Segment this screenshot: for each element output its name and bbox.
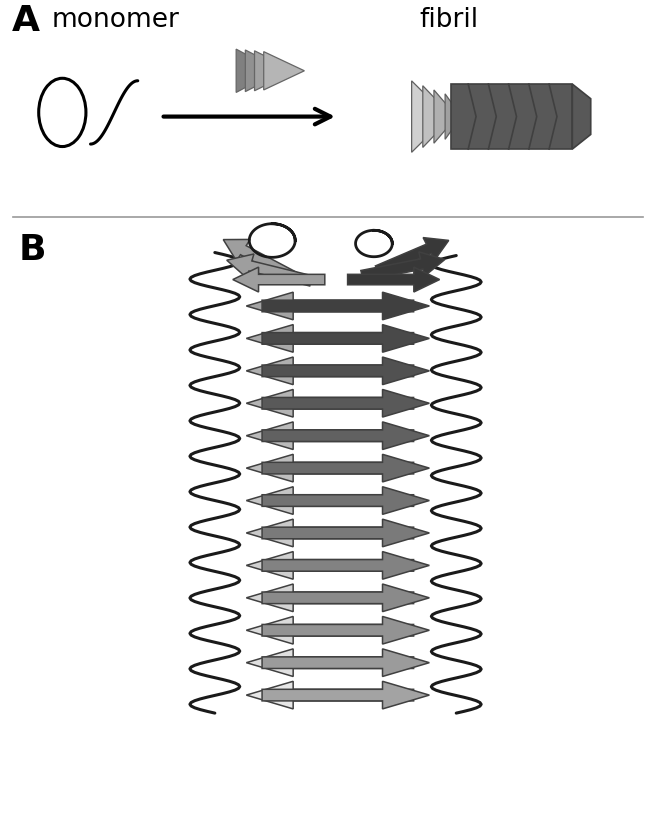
Polygon shape: [247, 422, 414, 449]
Polygon shape: [247, 617, 414, 644]
Polygon shape: [247, 519, 414, 547]
Polygon shape: [233, 267, 325, 292]
Polygon shape: [262, 584, 430, 612]
Polygon shape: [262, 617, 430, 644]
Polygon shape: [264, 51, 304, 90]
Polygon shape: [255, 51, 295, 91]
Polygon shape: [375, 238, 449, 275]
Polygon shape: [423, 86, 453, 147]
Polygon shape: [262, 454, 430, 482]
Text: A: A: [12, 4, 40, 38]
Polygon shape: [262, 487, 430, 515]
Polygon shape: [247, 649, 414, 676]
Polygon shape: [247, 454, 414, 482]
Polygon shape: [227, 254, 313, 286]
Polygon shape: [247, 551, 414, 579]
Text: fibril: fibril: [420, 7, 479, 33]
Polygon shape: [247, 487, 414, 515]
Polygon shape: [236, 49, 277, 92]
Polygon shape: [247, 324, 414, 352]
Polygon shape: [434, 90, 457, 143]
Polygon shape: [247, 584, 414, 612]
Polygon shape: [247, 292, 414, 319]
Polygon shape: [348, 267, 440, 292]
Polygon shape: [445, 94, 462, 140]
Polygon shape: [247, 357, 414, 385]
Polygon shape: [262, 519, 430, 547]
Polygon shape: [245, 50, 286, 92]
Polygon shape: [412, 81, 448, 152]
Polygon shape: [262, 681, 430, 709]
Polygon shape: [247, 390, 414, 417]
Polygon shape: [262, 551, 430, 579]
Polygon shape: [262, 324, 430, 352]
Polygon shape: [572, 84, 591, 149]
Polygon shape: [262, 422, 430, 449]
Polygon shape: [262, 649, 430, 676]
Polygon shape: [247, 681, 414, 709]
Polygon shape: [262, 292, 430, 319]
Polygon shape: [262, 390, 430, 417]
Polygon shape: [262, 357, 430, 385]
Text: monomer: monomer: [51, 7, 179, 33]
Text: B: B: [18, 234, 46, 267]
Polygon shape: [361, 252, 445, 281]
Polygon shape: [223, 239, 298, 282]
Bar: [451, 84, 572, 149]
